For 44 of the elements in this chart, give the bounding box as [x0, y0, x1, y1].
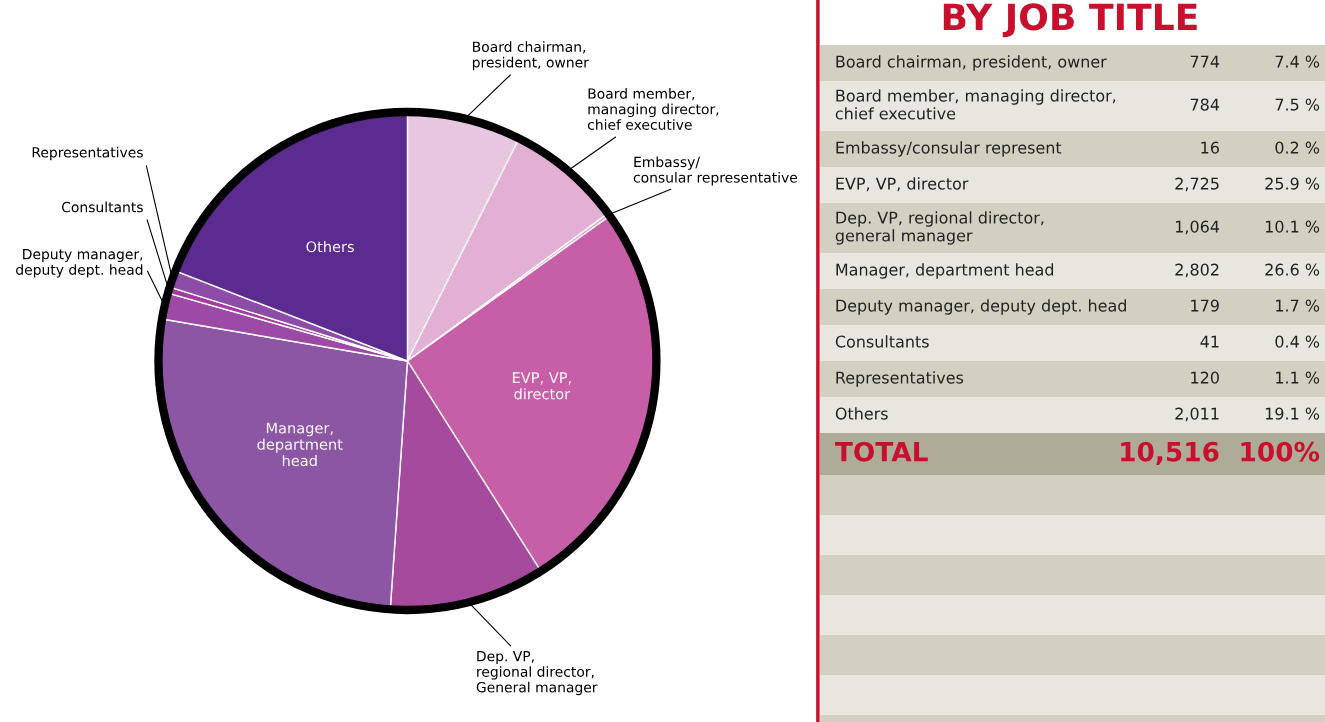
data-label: 1,064 — [1176, 220, 1220, 235]
slice-label: EVP, VP, director — [512, 372, 571, 400]
data-label: 0.2 % — [1275, 141, 1320, 154]
data-label: 41 — [1200, 335, 1219, 348]
data-label: 16 — [1201, 141, 1219, 154]
data-label: 0.4 % — [1275, 335, 1320, 348]
data-label: 179 — [1191, 299, 1219, 312]
category-label: Board member, managing director, chief executive — [835, 89, 1116, 120]
category-label: Deputy manager, deputy dept. head — [836, 299, 1126, 315]
data-label: 1.1 % — [1276, 371, 1320, 384]
data-label: 26.6 % — [1265, 263, 1320, 276]
slice-label: Manager, department head — [257, 422, 343, 467]
data-label: 2,011 — [1175, 407, 1219, 422]
data-label: 7.5 % — [1275, 98, 1320, 111]
data-label: 25.9 % — [1265, 177, 1320, 190]
text: TOTAL — [835, 441, 928, 462]
data-label: 19.1 % — [1265, 407, 1320, 420]
category-label: Embassy/consular represent — [836, 141, 1062, 157]
slice-label: Board member, managing director, chief executive — [587, 88, 719, 130]
slice-label: Representatives — [32, 146, 143, 161]
category-label: Board chairman, president, owner — [836, 55, 1107, 71]
text: 100% — [1241, 441, 1320, 462]
data-label: 2,802 — [1175, 263, 1219, 278]
category-label: Consultants — [835, 335, 929, 348]
category-label: Others — [835, 407, 888, 420]
slice-label: Embassy/ consular representative — [633, 156, 798, 186]
data-label: 2,725 — [1175, 177, 1219, 192]
data-label: 7.4 % — [1275, 55, 1320, 68]
slice-label: Board chairman, president, owner — [472, 41, 589, 71]
text: BY JOB TITLE — [943, 3, 1197, 38]
slice-label: Dep. VP, regional director, General manager — [476, 651, 598, 696]
category-label: Manager, department head — [836, 263, 1054, 279]
data-label: 784 — [1190, 98, 1220, 111]
data-label: 120 — [1191, 371, 1219, 384]
data-label: 10.1 % — [1265, 220, 1320, 233]
slice-label: Others — [306, 240, 354, 253]
data-label: 1.7 % — [1276, 299, 1320, 312]
slice-label: Consultants — [61, 201, 143, 213]
category-label: Representatives — [836, 371, 964, 387]
slice-label: Deputy manager, deputy dept. head — [16, 249, 143, 278]
data-label: 774 — [1190, 55, 1220, 68]
category-label: EVP, VP, director — [836, 177, 969, 192]
text: 10,516 — [1121, 441, 1219, 466]
category-label: Dep. VP, regional director, general manager — [835, 211, 1044, 245]
